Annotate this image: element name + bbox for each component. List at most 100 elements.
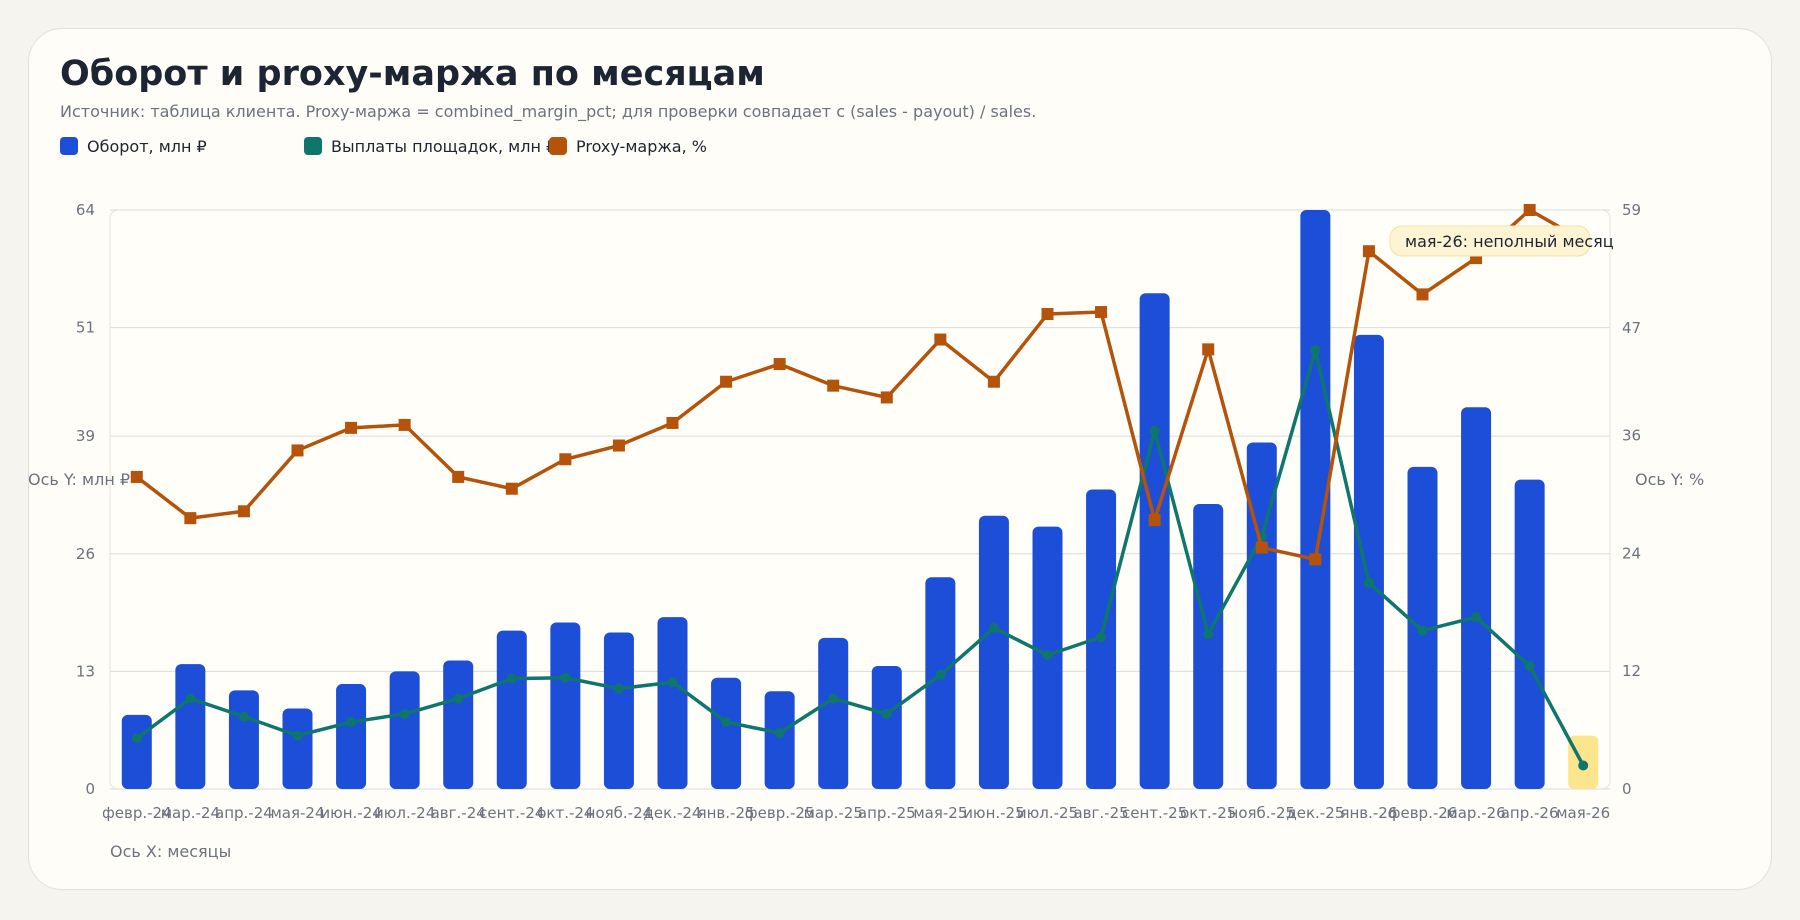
- bar: [978, 515, 1009, 789]
- bar: [1353, 334, 1384, 789]
- x-tick-label: июл.-24: [374, 804, 435, 822]
- line-point: [345, 421, 358, 434]
- y-right-axis-title: Ось Y: %: [1635, 470, 1704, 489]
- line-point: [1524, 660, 1535, 671]
- bar: [496, 630, 527, 789]
- y-left-tick-label: 39: [76, 427, 95, 445]
- bar: [1514, 479, 1545, 789]
- bar: [1246, 442, 1277, 789]
- line-point: [1416, 288, 1429, 301]
- bar: [121, 714, 152, 789]
- x-tick-label: мая-25: [913, 804, 967, 822]
- x-tick-label: мар.-25: [804, 804, 863, 822]
- bar: [389, 671, 420, 789]
- line-point: [398, 418, 411, 431]
- x-tick-label: сент.-24: [479, 804, 544, 822]
- line-point: [185, 693, 196, 704]
- line-point: [560, 672, 571, 683]
- line-point: [1471, 612, 1482, 623]
- bar: [764, 691, 795, 789]
- bar: [336, 684, 367, 789]
- bar: [1193, 504, 1224, 789]
- x-tick-label: февр.-25: [745, 804, 815, 822]
- bar: [603, 632, 634, 789]
- y-right-tick-label: 47: [1622, 319, 1641, 337]
- x-tick-label: нояб.-25: [1229, 804, 1296, 822]
- legend-item-margin: Proxy-маржа, %: [549, 136, 707, 156]
- line-point: [988, 622, 999, 633]
- line-point: [559, 453, 572, 466]
- y-right-tick-label: 12: [1622, 662, 1641, 680]
- bar: [657, 617, 688, 789]
- x-axis-title: Ось X: месяцы: [110, 842, 231, 861]
- bar: [228, 690, 259, 789]
- legend-label-margin: Proxy-маржа, %: [576, 136, 707, 156]
- line-point: [880, 391, 893, 404]
- x-tick-label: авг.-25: [1073, 804, 1128, 822]
- x-tick-label: авг.-24: [431, 804, 486, 822]
- line-point: [292, 730, 303, 741]
- line-point: [987, 375, 1000, 388]
- line-point: [881, 708, 892, 719]
- bar: [1139, 293, 1170, 789]
- x-tick-label: дек.-24: [644, 804, 702, 822]
- line-point: [291, 444, 304, 457]
- line-point: [1309, 553, 1322, 566]
- line-point: [452, 470, 465, 483]
- x-tick-label: апр.-25: [858, 804, 916, 822]
- line-point: [666, 416, 679, 429]
- line-point: [1041, 308, 1054, 321]
- line-point: [720, 375, 733, 388]
- line-point: [238, 711, 249, 722]
- chart-subtitle: Источник: таблица клиента. Proxy-маржа =…: [60, 102, 1037, 121]
- legend-label-turnover: Оборот, млн ₽: [87, 136, 207, 156]
- line-point: [237, 505, 250, 518]
- line-point: [184, 512, 197, 525]
- y-left-tick-label: 0: [85, 780, 95, 798]
- bar: [550, 622, 581, 789]
- line-point: [828, 693, 839, 704]
- line-point: [773, 358, 786, 371]
- y-left-tick-label: 51: [76, 319, 95, 337]
- line-point: [612, 439, 625, 452]
- line-point: [934, 333, 947, 346]
- line-point: [613, 683, 624, 694]
- line-point: [1203, 629, 1214, 640]
- line-point: [131, 733, 142, 744]
- line-point: [827, 379, 840, 392]
- x-tick-label: окт.-25: [1180, 804, 1236, 822]
- legend-label-payouts: Выплаты площадок, млн ₽: [331, 136, 557, 156]
- line-point: [346, 717, 357, 728]
- y-right-tick-label: 59: [1622, 201, 1641, 219]
- line-point: [1095, 306, 1108, 319]
- bar: [871, 665, 902, 789]
- y-right-tick-label: 0: [1622, 780, 1632, 798]
- annotation-text: мая-26: неполный месяц: [1405, 232, 1614, 251]
- bar: [175, 664, 206, 789]
- line-point: [1202, 343, 1215, 356]
- x-tick-label: апр.-24: [215, 804, 273, 822]
- bar: [282, 708, 313, 789]
- x-tick-label: дек.-25: [1286, 804, 1344, 822]
- y-left-axis-title: Ось Y: млн ₽: [28, 470, 130, 489]
- y-left-tick-label: 64: [76, 201, 95, 219]
- x-tick-label: мар.-26: [1446, 804, 1505, 822]
- bar: [925, 577, 956, 789]
- line-point: [721, 717, 732, 728]
- line-point: [1362, 245, 1375, 258]
- legend-item-turnover: Оборот, млн ₽: [60, 136, 207, 156]
- x-tick-label: июн.-24: [320, 804, 381, 822]
- x-tick-label: янв.-26: [1340, 804, 1397, 822]
- bar: [443, 660, 474, 789]
- legend-swatch-margin: [549, 137, 567, 155]
- line-point: [1417, 625, 1428, 636]
- legend-swatch-payouts: [304, 137, 322, 155]
- x-tick-label: июн.-25: [963, 804, 1024, 822]
- line-point: [1363, 577, 1374, 588]
- line-point: [505, 482, 518, 495]
- line-point: [1578, 760, 1589, 771]
- line-point: [506, 673, 517, 684]
- bar: [818, 637, 849, 789]
- line-point: [1148, 514, 1161, 527]
